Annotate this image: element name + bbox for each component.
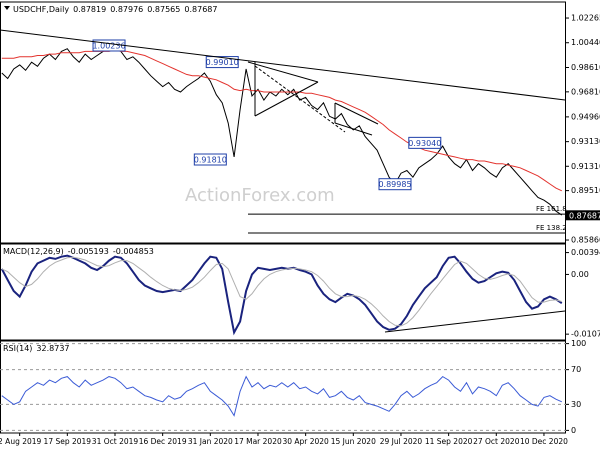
y-tick-label: -0.010793	[571, 330, 600, 339]
header-icon	[4, 6, 10, 10]
panel-title: MACD(12,26,9) -0.005193 -0.004853	[3, 247, 154, 256]
annotation-label: 0.99010	[206, 58, 239, 67]
y-tick-label: 0.003949	[571, 248, 600, 257]
panel-frame	[0, 1, 566, 244]
readout: 0.87976	[110, 5, 143, 14]
x-tick-label: 16 Dec 2019	[139, 437, 187, 446]
series-line	[1, 375, 563, 417]
trendline	[0, 29, 566, 101]
y-tick-label: 70	[571, 365, 581, 374]
annotation-box	[408, 136, 442, 149]
watermark: ActionForex.com	[185, 185, 335, 206]
x-tick-label: 30 Apr 2020	[282, 437, 329, 446]
y-tick-label: 0.85860	[571, 236, 600, 245]
channel-lower	[334, 122, 373, 136]
x-tick-label: 2 Aug 2019	[0, 437, 42, 446]
y-tick-label: 0	[571, 426, 576, 435]
readout: -0.004853	[113, 247, 154, 256]
last-price-box	[566, 210, 600, 221]
annotation-box	[193, 153, 227, 166]
annotation-label: 1.00236	[92, 41, 125, 50]
channel-upper	[334, 102, 379, 125]
x-tick-label: 27 Oct 2020	[473, 437, 520, 446]
annotation-label: 0.91810	[194, 156, 227, 165]
macd-trendline	[384, 310, 566, 333]
annotation-label: 0.89985	[378, 180, 411, 189]
readout: -0.005193	[68, 247, 109, 256]
trendlines	[0, 29, 566, 333]
readout: 0.87819	[73, 5, 106, 14]
x-tick-label: 29 Jul 2020	[380, 437, 423, 446]
annotation-label: 0.93040	[408, 139, 441, 148]
y-tick-label: 1.02265	[571, 14, 600, 23]
y-tick-label: 30	[571, 400, 581, 409]
readout: 0.87565	[147, 5, 180, 14]
channel-dashed	[254, 65, 346, 133]
x-tick-label: 15 Jun 2020	[331, 437, 376, 446]
readout: 0.87687	[184, 5, 217, 14]
annotation-box	[378, 178, 412, 191]
annotation-box	[205, 56, 239, 69]
fe-label: FE 161.8	[536, 205, 567, 213]
series-line	[1, 45, 563, 216]
y-tick-label: 100	[571, 339, 586, 348]
x-tick-label: 17 Sep 2019	[44, 437, 92, 446]
panel-title: RSI(14) 32.8737	[3, 344, 70, 353]
series-line	[0, 254, 563, 336]
last-price-label: 0.87687	[569, 211, 600, 220]
series-line	[1, 256, 562, 327]
panel-frame	[0, 340, 566, 434]
panel-title: USDCHF,Daily 0.87819 0.87976 0.87565 0.87687	[13, 5, 217, 14]
panel-frame	[0, 243, 566, 341]
x-tick-label: 17 Mar 2020	[234, 437, 282, 446]
fe-label: FE 138.2	[536, 224, 567, 232]
x-tick-label: 31 Jan 2020	[188, 437, 233, 446]
title: MACD(12,26,9)	[3, 247, 64, 256]
x-tick-label: 10 Dec 2020	[520, 437, 568, 446]
title: RSI(14)	[3, 344, 32, 353]
triangle-upper	[247, 61, 319, 83]
triangle-lower	[254, 81, 319, 117]
readout: 32.8737	[36, 344, 69, 353]
y-tick-label: 0.00	[571, 270, 589, 279]
x-tick-label: 11 Sep 2020	[425, 437, 473, 446]
x-tick-label: 31 Oct 2019	[92, 437, 139, 446]
title: USDCHF,Daily	[13, 5, 69, 14]
